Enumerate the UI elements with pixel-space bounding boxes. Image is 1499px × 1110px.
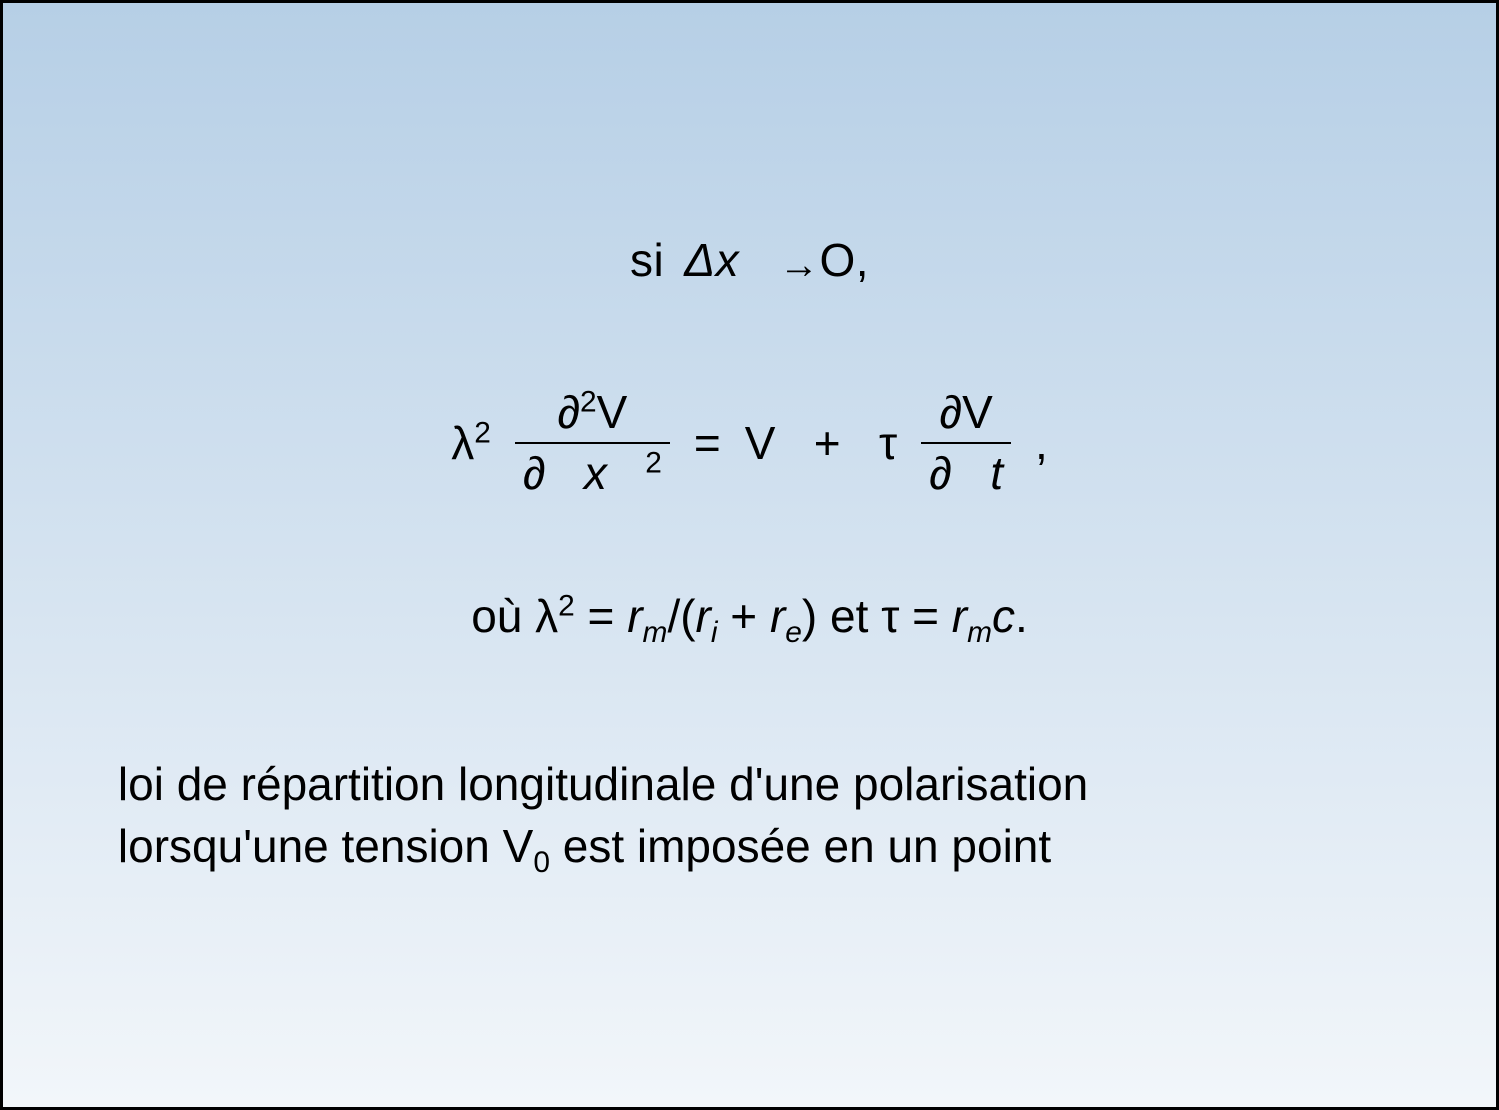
sub-m2: m <box>967 616 992 649</box>
description-text: loi de répartition longitudinale d'une p… <box>118 753 1381 877</box>
where-label: où <box>471 590 535 642</box>
and-label: et <box>817 590 881 642</box>
r-m1: r <box>627 590 642 642</box>
t-den: t <box>990 447 1003 499</box>
zero: O <box>819 234 855 286</box>
desc-line-a: loi de répartition longitudinale d'une p… <box>118 758 1088 810</box>
condition-line: si Δx →O, <box>630 233 869 287</box>
lambda-squared: λ2 <box>451 416 491 470</box>
spacer <box>558 447 571 499</box>
spacer <box>620 447 633 499</box>
lambda2-exp: 2 <box>558 589 575 622</box>
lambda-symbol: λ <box>451 417 474 469</box>
partial-2: ∂ <box>523 447 546 499</box>
partial-4: ∂ <box>929 447 952 499</box>
si-label: si <box>630 233 664 287</box>
plus: + <box>814 417 841 469</box>
delta-x-to-zero: Δx →O, <box>684 233 869 287</box>
slash: / <box>667 590 680 642</box>
eq1: = <box>575 590 627 642</box>
tau2: τ <box>881 590 899 642</box>
V-num2: V <box>962 386 993 438</box>
d2V-dx2-fraction: ∂2V ∂ x 2 <box>515 387 670 498</box>
definitions-line: où λ2 = rm/(ri + re) et τ = rmc. <box>471 589 1028 643</box>
spacer <box>965 447 978 499</box>
r-m2: r <box>952 590 967 642</box>
desc-b-pre: lorsqu'une tension V <box>118 820 533 872</box>
sub-m1: m <box>643 616 668 649</box>
slide: si Δx →O, λ2 ∂2V ∂ x 2 <box>0 0 1499 1110</box>
comma: , <box>856 234 869 286</box>
spacer <box>752 234 765 286</box>
lambda-exp: 2 <box>474 417 491 450</box>
partial-exp-1: 2 <box>580 386 597 419</box>
lambda2: λ <box>535 590 558 642</box>
desc-line-b: lorsqu'une tension V0 est imposée en un … <box>118 820 1051 872</box>
desc-b-post: est imposée en un point <box>550 820 1051 872</box>
r-i: r <box>696 590 711 642</box>
spacer <box>788 417 801 469</box>
c-var: c <box>992 590 1015 642</box>
r-e: r <box>770 590 785 642</box>
tau-symbol: τ <box>879 417 897 469</box>
period: . <box>1015 590 1028 642</box>
x-den: x <box>584 447 607 499</box>
partial-1: ∂ <box>557 386 580 438</box>
equals: = <box>694 416 721 470</box>
desc-b-sub: 0 <box>533 846 550 879</box>
spacer <box>853 417 866 469</box>
eq2: = <box>899 590 951 642</box>
V-rhs: V <box>745 417 776 469</box>
frac-denominator-1: ∂ x 2 <box>515 442 670 499</box>
sub-i: i <box>711 616 718 649</box>
sub-e: e <box>785 616 802 649</box>
V-plus-tau: V + τ <box>745 416 897 470</box>
delta-symbol: Δ <box>684 234 715 286</box>
cable-equation: λ2 ∂2V ∂ x 2 = V + <box>451 387 1048 498</box>
V-1: V <box>597 386 628 438</box>
dV-dt-fraction: ∂V ∂ t <box>921 387 1011 498</box>
partial-3: ∂ <box>939 386 962 438</box>
trailing-comma: , <box>1035 416 1048 470</box>
open-paren: ( <box>680 590 695 642</box>
x-exp: 2 <box>645 447 662 480</box>
close-paren: ) <box>802 590 817 642</box>
frac-numerator-2: ∂V <box>931 387 1000 442</box>
x-var: x <box>716 234 740 286</box>
arrow-icon: → <box>779 245 820 285</box>
plus-in: + <box>718 590 770 642</box>
frac-denominator-2: ∂ t <box>921 442 1011 499</box>
content: si Δx →O, λ2 ∂2V ∂ x 2 <box>63 233 1436 876</box>
frac-numerator-1: ∂2V <box>549 387 635 442</box>
